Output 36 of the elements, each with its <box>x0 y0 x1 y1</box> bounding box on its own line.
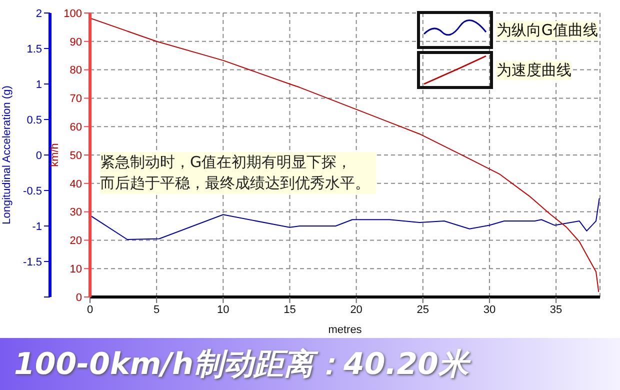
y2-tick-label: 80 <box>70 64 82 77</box>
y-tick-label: -0.5 <box>23 185 42 198</box>
y2-tick-label: 40 <box>70 178 82 190</box>
y-axis-title: Longitudinal Acceleration (g) <box>0 86 13 224</box>
y-tick-label: 2 <box>36 8 42 20</box>
x-tick-label: 25 <box>416 304 430 316</box>
y2-tick-label: 90 <box>70 36 82 48</box>
y2-tick-label: 20 <box>70 235 82 248</box>
y2-tick-label: 60 <box>70 122 82 134</box>
y-tick-label: 0 <box>36 150 42 162</box>
y-tick-label: 1 <box>36 78 42 91</box>
line-series <box>90 18 600 292</box>
line-series <box>90 198 600 240</box>
y2-tick-label: 100 <box>64 8 82 20</box>
x-tick-label: 15 <box>284 304 296 316</box>
y-tick-label: -1 <box>32 220 42 233</box>
y2-tick-label: 50 <box>70 150 82 162</box>
y2-tick-label: 10 <box>70 264 82 276</box>
x-tick-label: 0 <box>86 304 94 316</box>
x-tick-label: 20 <box>350 304 362 316</box>
y2-tick-label: 0 <box>76 292 82 304</box>
y-tick-label: 0.5 <box>26 114 42 126</box>
legend-label: 为速度曲线 <box>496 60 572 80</box>
x-tick-label: 5 <box>154 304 160 316</box>
y-tick-label: 1.5 <box>26 43 42 56</box>
x-tick-label: 10 <box>217 304 230 316</box>
y2-tick-label: 30 <box>70 206 82 219</box>
y2-axis-title: km/h <box>48 143 61 167</box>
y2-tick-label: 70 <box>70 93 82 106</box>
text: 100-0km/h制动距离：40.20米 <box>14 346 468 384</box>
legend-label: 为纵向G值曲线 <box>496 20 598 40</box>
annotation: 紧急制动时，G值在初期有明显下探，而后趋于平稳，最终成绩达到优秀水平。 <box>100 152 376 194</box>
x-tick-label: 35 <box>550 304 562 316</box>
x-tick-label: 30 <box>483 304 496 316</box>
x-axis-title: metres <box>328 324 362 336</box>
y-tick-label: -1.5 <box>23 256 42 268</box>
